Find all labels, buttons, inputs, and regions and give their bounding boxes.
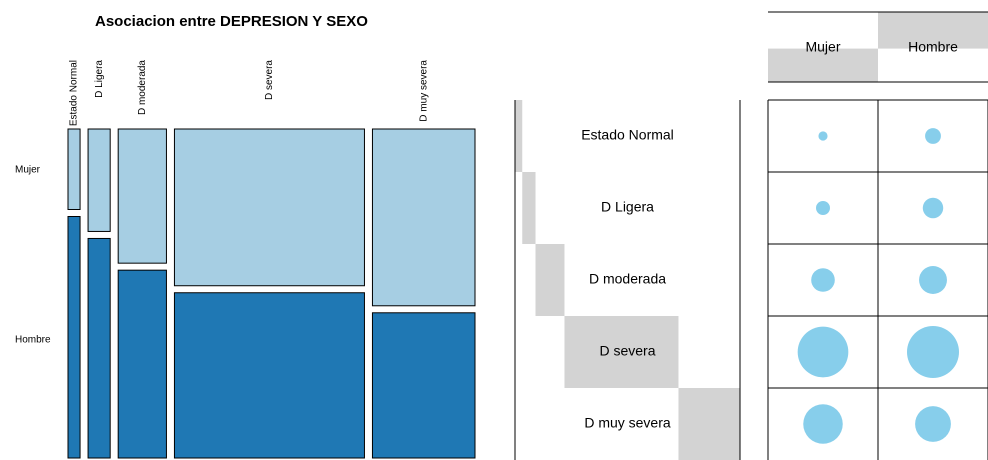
mosaic-tile [67,216,81,459]
column-label: Estado Normal [69,60,80,126]
column-label: D muy severa [418,60,429,122]
row-label: D moderada [589,271,666,287]
row-margin-bar [515,100,523,172]
balloon [803,404,843,444]
mosaic-tile [67,128,81,210]
mosaic-tile [117,128,167,264]
mosaic-tile [173,128,365,287]
balloon [915,406,951,442]
balloon [797,326,849,378]
column-label: D moderada [137,60,148,115]
mosaic-tile [87,128,111,232]
balloon [907,326,959,378]
mosaic-tile [117,269,167,459]
balloon [818,131,828,141]
row-margin-bar [564,316,679,388]
row-label: Mujer [15,165,41,176]
row-label: D muy severa [584,415,671,431]
mosaic-tile [371,128,476,307]
row-margin-bar [535,244,565,316]
mosaic-tile [87,237,111,459]
row-label: D severa [599,343,655,359]
balloon [922,197,944,219]
row-label: D Ligera [601,199,654,215]
row-label: Estado Normal [581,127,674,143]
balloon [925,128,941,144]
balloon [816,201,830,215]
row-margin-bar [678,388,740,460]
row-label: Hombre [15,335,51,346]
column-label: D severa [264,60,275,100]
chart-title: Asociacion entre DEPRESION Y SEXO [95,13,368,30]
column-margin-bar [878,12,988,49]
column-label: Mujer [805,39,840,55]
column-label: Hombre [908,39,958,55]
column-margin-bar [768,48,878,82]
mosaic-tile [371,312,476,459]
balloon [811,268,835,292]
mosaic-tile [173,292,365,459]
row-margin-bar [522,172,536,244]
balloon [919,266,947,294]
column-label: D Ligera [94,60,105,98]
